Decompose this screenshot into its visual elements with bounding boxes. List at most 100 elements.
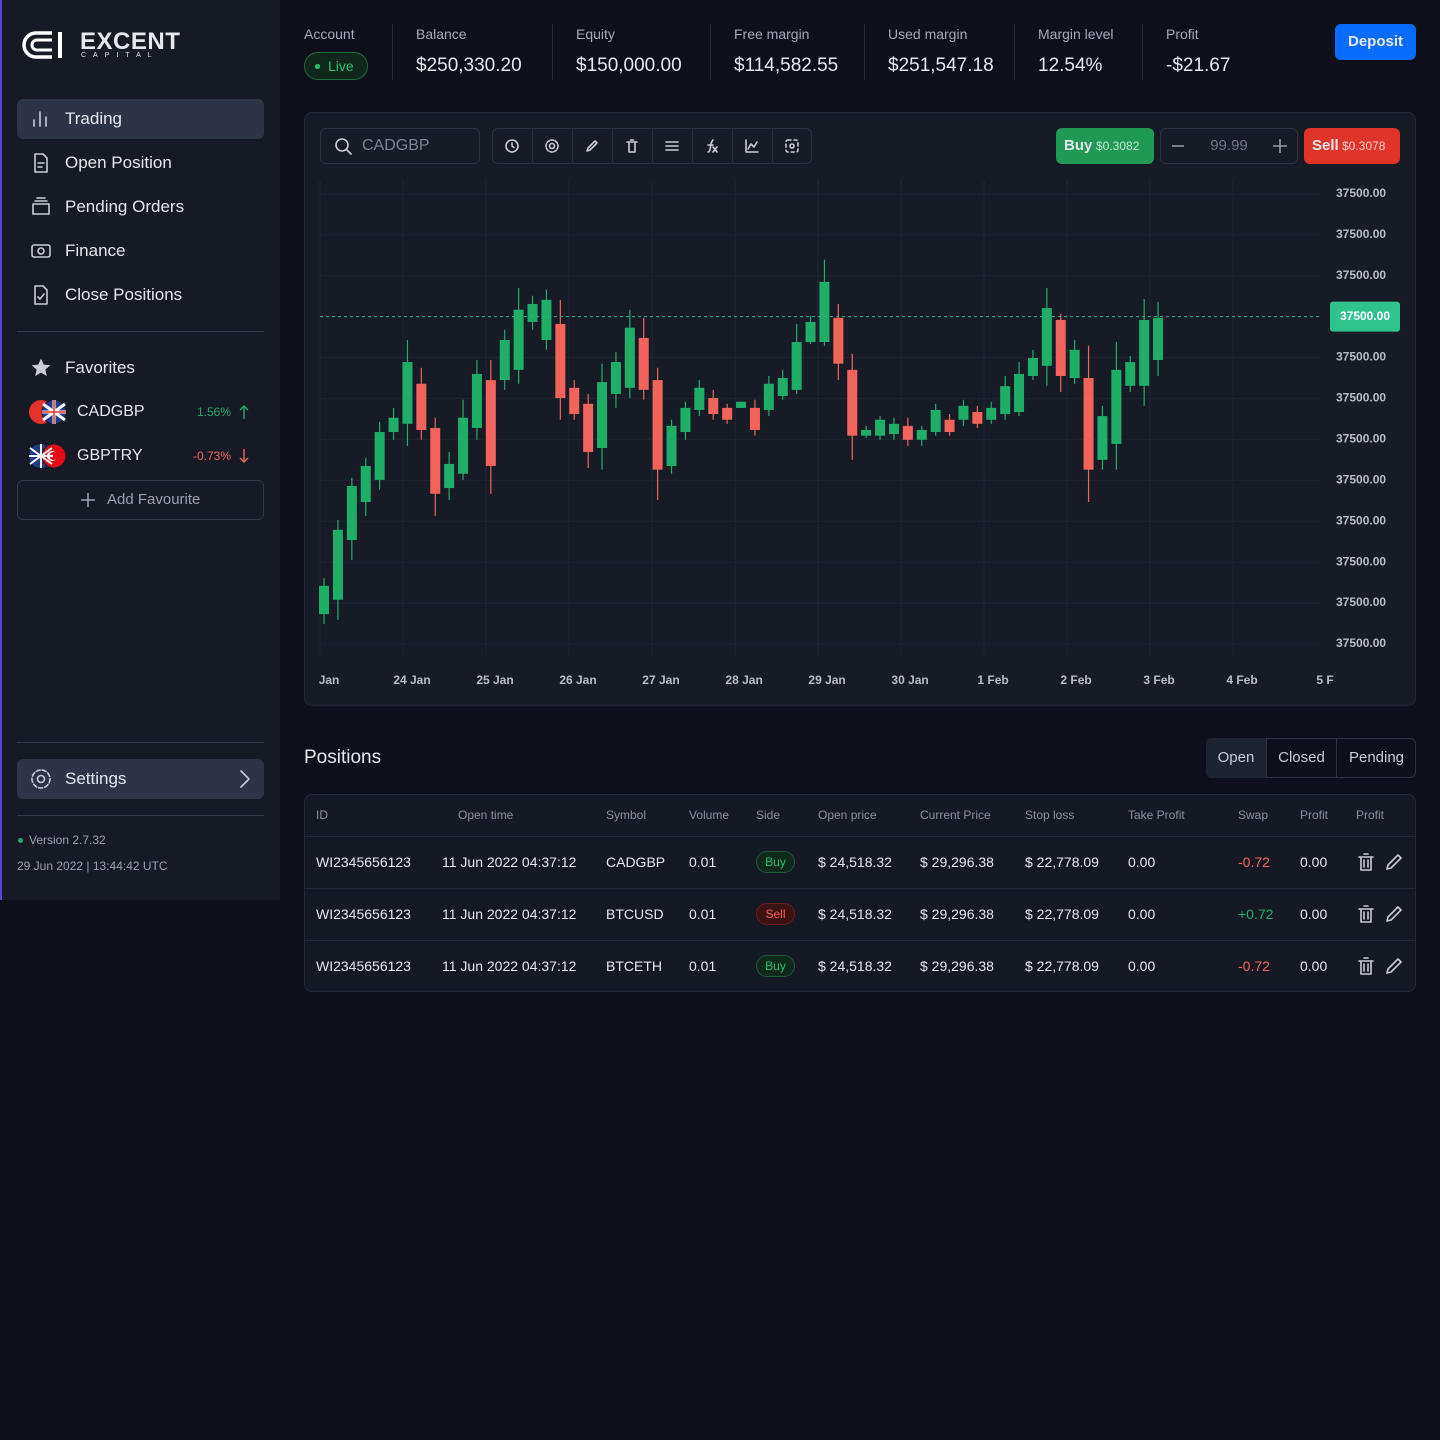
stat-label: Margin level xyxy=(1038,26,1114,42)
column-header: Stop loss xyxy=(1025,808,1075,822)
swap: +0.72 xyxy=(1238,906,1274,922)
y-tick-label: 37500.00 xyxy=(1336,554,1386,568)
delete-icon[interactable] xyxy=(1356,852,1376,872)
nav-item[interactable] xyxy=(17,99,264,139)
sell-price: $0.3078 xyxy=(1342,139,1386,153)
column-header: Side xyxy=(756,808,781,822)
search-box[interactable] xyxy=(320,128,480,164)
cell: BTCETH xyxy=(606,958,662,974)
candle-body xyxy=(1111,369,1122,444)
live-badge xyxy=(304,52,368,80)
positions-title: Positions xyxy=(304,747,382,768)
cell: 0.00 xyxy=(1300,958,1328,974)
candle-body xyxy=(346,486,357,541)
divider xyxy=(17,742,264,743)
candle-body xyxy=(1000,386,1011,415)
candle-body xyxy=(805,321,816,343)
candle-body xyxy=(708,398,719,415)
column-header: Open time xyxy=(458,808,514,822)
column-header: Take Profit xyxy=(1128,808,1185,822)
candle-body xyxy=(861,429,872,436)
candle-body xyxy=(1097,416,1108,460)
account-status: Live xyxy=(328,58,354,74)
candle-body xyxy=(652,380,663,470)
candle-body xyxy=(972,411,983,424)
tool-button[interactable] xyxy=(704,138,720,154)
x-tick-label: Jan xyxy=(319,673,340,687)
nav-icon xyxy=(31,244,51,258)
tool-button[interactable] xyxy=(664,138,680,154)
buy-button[interactable] xyxy=(1056,128,1154,164)
row-separator xyxy=(305,940,1415,941)
favorite-symbol: GBPTRY xyxy=(77,447,143,464)
delete-icon[interactable] xyxy=(1356,904,1376,924)
plus-icon[interactable] xyxy=(1272,138,1288,154)
stat-separator xyxy=(864,24,865,80)
sell-button[interactable] xyxy=(1304,128,1400,164)
search-value: CADGBP xyxy=(362,137,430,154)
cell: $ 24,518.32 xyxy=(818,906,892,922)
x-tick-label: 26 Jan xyxy=(559,673,596,687)
cell: 0.01 xyxy=(689,906,717,922)
edit-icon[interactable] xyxy=(1384,956,1404,976)
nav-label: Finance xyxy=(65,241,126,260)
nav-label: Close Positions xyxy=(65,285,183,304)
nav-item[interactable] xyxy=(17,231,264,271)
candle-body xyxy=(791,342,802,390)
tool-button[interactable] xyxy=(584,138,600,154)
candle-body xyxy=(444,463,455,489)
add-favourite-button[interactable] xyxy=(17,480,264,520)
tool-button[interactable] xyxy=(744,138,760,154)
tool-button[interactable] xyxy=(784,138,800,154)
candle-body xyxy=(1125,362,1136,386)
tab[interactable]: Open xyxy=(1206,738,1266,778)
y-tick-label: 37500.00 xyxy=(1336,513,1386,527)
tool-button[interactable] xyxy=(624,138,640,154)
x-tick-label: 27 Jan xyxy=(642,673,679,687)
favorite-symbol: CADGBP xyxy=(77,403,145,420)
candle-body xyxy=(902,425,913,440)
column-header: Profit xyxy=(1356,808,1385,822)
candle-body xyxy=(777,378,788,397)
candle-body xyxy=(1041,308,1052,366)
candle-body xyxy=(485,380,496,466)
tool-button[interactable] xyxy=(504,138,520,154)
candle-body xyxy=(555,324,566,399)
candle-body xyxy=(374,432,385,480)
deposit-button[interactable]: Deposit xyxy=(1335,24,1416,60)
candle-body xyxy=(749,407,760,430)
column-header: Profit xyxy=(1300,808,1329,822)
x-tick-label: 25 Jan xyxy=(476,673,513,687)
tab[interactable]: Closed xyxy=(1266,738,1336,778)
edit-icon[interactable] xyxy=(1384,904,1404,924)
x-tick-label: 24 Jan xyxy=(393,673,430,687)
tab[interactable]: Pending xyxy=(1336,738,1416,778)
settings-button[interactable] xyxy=(17,759,264,799)
cell: 11 Jun 2022 04:37:12 xyxy=(442,906,577,922)
minus-icon[interactable] xyxy=(1170,140,1186,152)
candle-body xyxy=(986,407,997,420)
candle-body xyxy=(569,387,580,415)
nav-label: Open Position xyxy=(65,153,172,172)
delete-icon[interactable] xyxy=(1356,956,1376,976)
candle-body xyxy=(875,419,886,436)
candle-body xyxy=(332,529,343,600)
candle-body xyxy=(819,281,830,343)
trend-arrow xyxy=(239,405,249,419)
cell: $ 29,296.38 xyxy=(920,854,994,870)
nav-icon xyxy=(34,285,48,305)
candle-body xyxy=(666,425,677,466)
stat-value: $114,582.55 xyxy=(734,55,839,76)
cell: BTCUSD xyxy=(606,906,664,922)
candle-body xyxy=(319,585,330,615)
y-tick-label: 37500.00 xyxy=(1336,227,1386,241)
stat-value: 12.54% xyxy=(1038,55,1103,76)
candle-body xyxy=(1055,319,1066,376)
stat-separator xyxy=(392,24,393,80)
candle-body xyxy=(458,417,469,474)
edit-icon[interactable] xyxy=(1384,852,1404,872)
cell: $ 24,518.32 xyxy=(818,854,892,870)
tool-button[interactable] xyxy=(544,138,560,154)
live-dot xyxy=(315,64,320,69)
